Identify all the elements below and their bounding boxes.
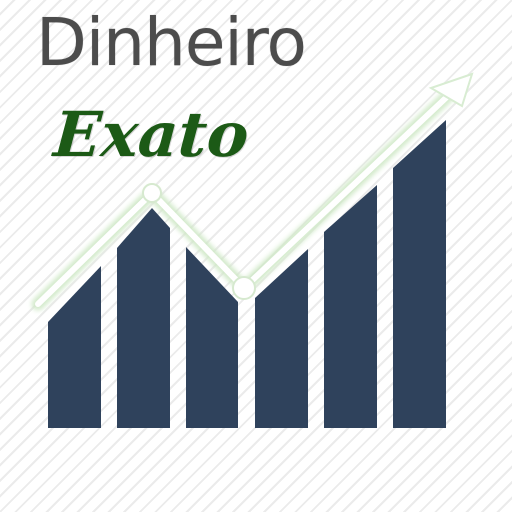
arrow-head-icon (428, 72, 474, 108)
logo-title: Dinheiro (36, 4, 307, 81)
bar (393, 120, 446, 428)
bar (117, 208, 170, 428)
trend-line (35, 91, 453, 307)
trend-point (142, 183, 162, 203)
bar (48, 266, 101, 428)
bar (186, 247, 238, 428)
trend-arrow (31, 72, 474, 311)
bar (255, 249, 308, 428)
chart-bars (48, 120, 446, 428)
bar (324, 185, 377, 428)
trend-point (232, 276, 256, 300)
